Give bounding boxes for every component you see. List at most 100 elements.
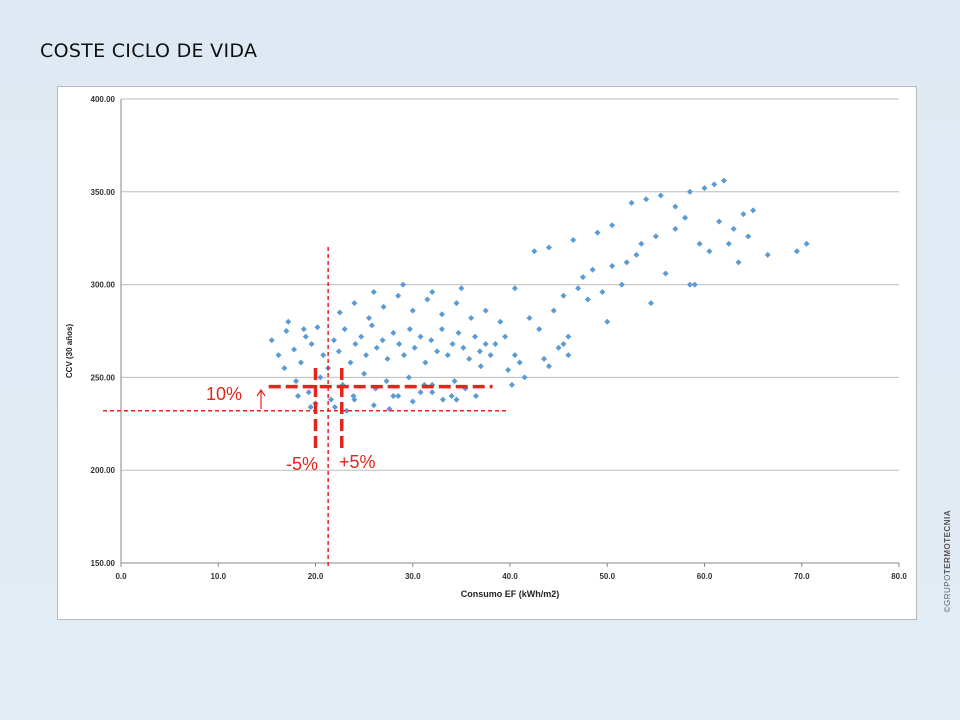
data-point [400, 281, 407, 288]
data-point [283, 328, 290, 334]
data-point [343, 407, 350, 414]
annotation-label: 10% [206, 384, 242, 404]
data-point [411, 344, 418, 351]
data-point [314, 324, 321, 331]
data-point [672, 225, 679, 232]
data-point [422, 359, 429, 366]
data-point [395, 392, 402, 399]
data-point [409, 307, 416, 314]
annotations: 10% -5% +5% [206, 384, 376, 474]
data-point [429, 389, 436, 396]
data-point [438, 311, 445, 318]
data-point [682, 214, 689, 221]
data-point [764, 251, 771, 258]
data-point [716, 218, 723, 225]
data-point [439, 396, 446, 403]
data-point [308, 340, 315, 347]
data-point [291, 346, 298, 353]
up-arrow-head [256, 388, 266, 397]
data-point [701, 185, 708, 192]
data-point [720, 177, 727, 184]
data-point [335, 348, 342, 355]
data-point [492, 340, 499, 347]
data-point [706, 248, 713, 255]
data-point [638, 240, 645, 247]
data-point [740, 211, 747, 218]
data-point [373, 344, 380, 351]
data-point [444, 352, 451, 359]
data-point [328, 396, 335, 403]
data-point [505, 366, 512, 373]
slide-title: COSTE CICLO DE VIDA [40, 40, 258, 62]
data-point [424, 296, 431, 303]
data-point [370, 289, 377, 296]
data-point [297, 359, 304, 366]
data-point [803, 240, 810, 247]
data-point [472, 392, 479, 399]
data-point [406, 326, 413, 333]
data-point [448, 392, 455, 399]
data-point [643, 196, 650, 203]
y-tick-label: 200.00 [91, 466, 116, 475]
data-point [320, 352, 327, 359]
data-point [428, 337, 435, 344]
data-point [570, 237, 577, 244]
data-point [711, 181, 718, 188]
data-point [508, 381, 515, 388]
x-tick-label: 20.0 [308, 572, 324, 581]
annotation-label: -5% [286, 454, 318, 474]
data-point [330, 337, 337, 344]
data-point [497, 318, 504, 325]
data-point [281, 365, 288, 372]
x-tick-label: 10.0 [210, 572, 226, 581]
data-point [453, 396, 460, 403]
data-point [633, 251, 640, 258]
data-point [317, 374, 324, 381]
data-point [458, 285, 465, 292]
data-point [438, 326, 445, 333]
data-point [365, 315, 372, 322]
data-point [511, 285, 518, 292]
data-point [545, 244, 552, 251]
data-point [686, 281, 693, 288]
data-point [482, 340, 489, 347]
data-point [545, 363, 552, 370]
data-point [405, 374, 412, 381]
reference-lines [103, 247, 508, 567]
data-point [565, 352, 572, 359]
data-point [300, 326, 307, 333]
data-point [449, 340, 456, 347]
data-point [468, 315, 475, 322]
data-point [725, 240, 732, 247]
data-point [268, 337, 275, 344]
data-point [628, 199, 635, 206]
data-point [395, 292, 402, 299]
data-point [370, 402, 377, 409]
data-point [429, 289, 436, 296]
x-tick-label: 80.0 [891, 572, 907, 581]
data-point [575, 285, 582, 292]
data-point [521, 374, 528, 381]
x-axis-label: Consumo EF (kWh/m2) [461, 589, 560, 599]
data-point [409, 398, 416, 405]
data-point [400, 352, 407, 359]
data-point [555, 344, 562, 351]
data-point [565, 333, 572, 340]
data-point [652, 233, 659, 240]
data-point [609, 222, 616, 229]
data-point [384, 355, 391, 362]
data-point [599, 289, 606, 296]
data-point [584, 296, 591, 303]
data-point [417, 333, 424, 340]
data-point [293, 378, 300, 385]
data-point [368, 322, 375, 329]
data-point [730, 225, 737, 232]
x-tick-label: 0.0 [115, 572, 127, 581]
data-point [275, 352, 282, 359]
data-point [648, 300, 655, 307]
data-point [691, 281, 698, 288]
data-point [331, 404, 338, 411]
x-tick-label: 40.0 [502, 572, 518, 581]
data-point [672, 203, 679, 210]
data-point [294, 392, 301, 399]
